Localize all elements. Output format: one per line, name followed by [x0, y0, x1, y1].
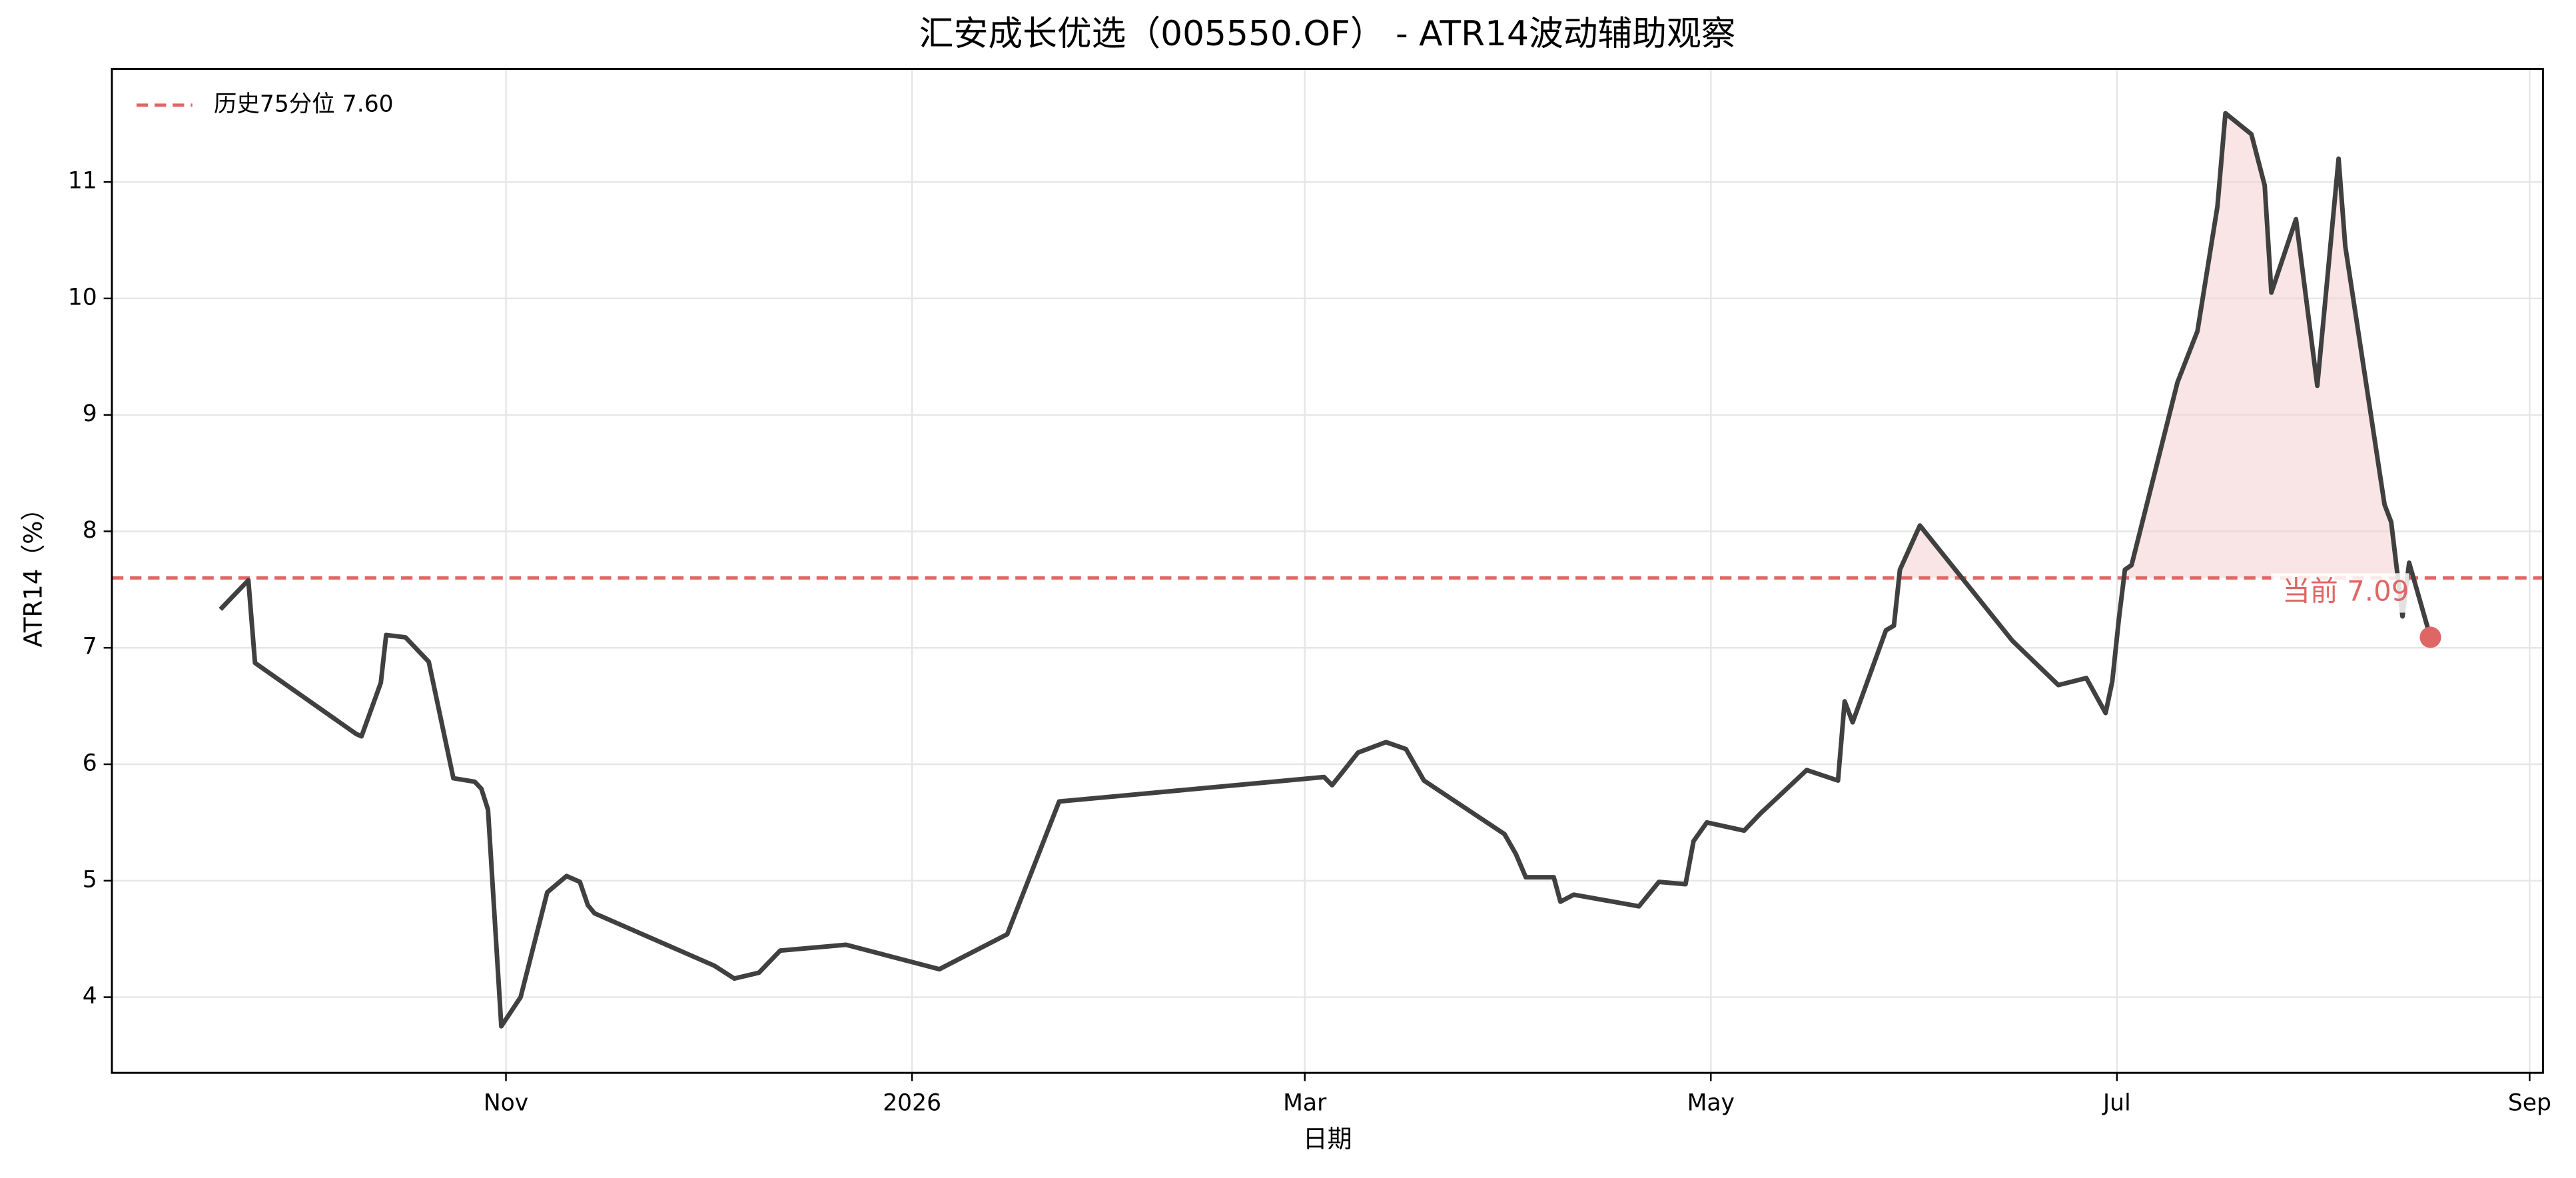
legend-label: 历史75分位 7.60: [214, 91, 394, 117]
y-tick-label: 7: [83, 634, 97, 660]
x-tick-label: May: [1687, 1090, 1735, 1117]
x-tick-label: Jul: [2102, 1090, 2131, 1117]
y-tick-label: 4: [83, 983, 97, 1009]
y-tick-label: 6: [83, 750, 97, 777]
above-threshold-area: [1899, 113, 2414, 578]
plot-frame: [111, 68, 2544, 1074]
x-axis-label: 日期: [1303, 1125, 1352, 1153]
x-tick-label: Sep: [2508, 1090, 2551, 1117]
chart-title: 汇安成长优选（005550.OF） - ATR14波动辅助观察: [919, 14, 1736, 54]
x-tick-label: Mar: [1283, 1090, 1327, 1117]
y-axis-label: ATR14（%）: [19, 496, 48, 648]
annotation-box: [2271, 573, 2409, 613]
x-tick-label: Nov: [484, 1090, 528, 1117]
current-point: [2419, 626, 2441, 648]
current-annotation: 当前 7.09: [2282, 574, 2409, 607]
y-tick-label: 5: [83, 866, 97, 893]
x-tick-label: 2026: [883, 1090, 941, 1117]
line: [218, 111, 2433, 1029]
y-tick-label: 11: [68, 168, 97, 195]
y-tick-label: 8: [83, 517, 97, 544]
y-tick-label: 10: [68, 284, 97, 310]
y-tick-label: 9: [83, 400, 97, 427]
